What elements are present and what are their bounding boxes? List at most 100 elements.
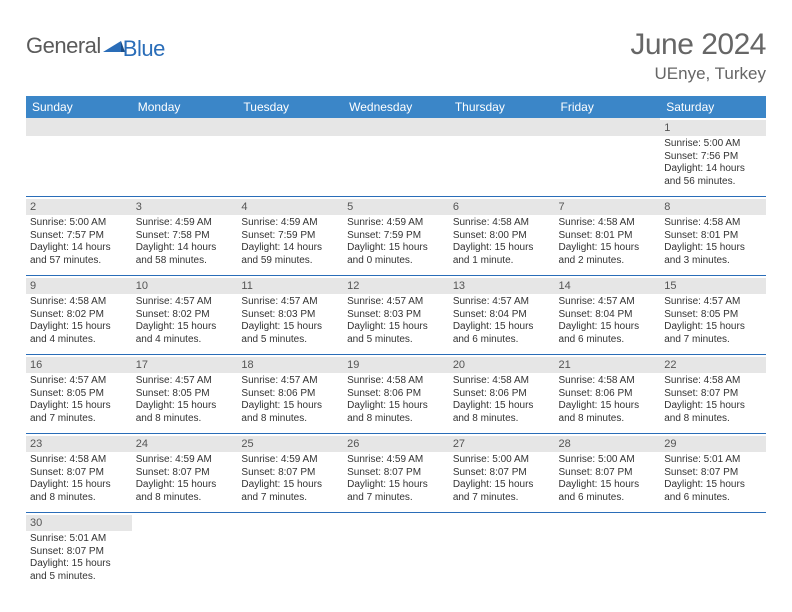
day-detail-line: Sunset: 8:05 PM	[664, 309, 762, 322]
day-header-row: Sunday Monday Tuesday Wednesday Thursday…	[26, 96, 766, 118]
day-detail-line: Sunrise: 5:00 AM	[664, 138, 762, 151]
day-cell: 10Sunrise: 4:57 AMSunset: 8:02 PMDayligh…	[132, 276, 238, 355]
day-detail-line: Sunset: 8:05 PM	[136, 388, 234, 401]
day-detail-line: Daylight: 15 hours	[664, 321, 762, 334]
date-number: 13	[449, 278, 555, 294]
day-cell-content: 20Sunrise: 4:58 AMSunset: 8:06 PMDayligh…	[449, 355, 555, 433]
day-cell-content: 12Sunrise: 4:57 AMSunset: 8:03 PMDayligh…	[343, 276, 449, 354]
day-detail-line: Sunrise: 4:58 AM	[559, 375, 657, 388]
day-cell: 14Sunrise: 4:57 AMSunset: 8:04 PMDayligh…	[555, 276, 661, 355]
day-detail-line: Daylight: 14 hours	[241, 242, 339, 255]
date-number: 20	[449, 357, 555, 373]
day-detail-line: Sunset: 8:05 PM	[30, 388, 128, 401]
day-detail-line: Sunrise: 4:57 AM	[347, 296, 445, 309]
day-detail-line: and 7 minutes.	[347, 492, 445, 505]
logo: General Blue	[26, 28, 165, 62]
date-number: 3	[132, 199, 238, 215]
day-detail-line: and 8 minutes.	[453, 413, 551, 426]
day-detail-line: and 5 minutes.	[241, 334, 339, 347]
day-detail-line: Sunset: 8:07 PM	[664, 467, 762, 480]
day-detail-line: Sunrise: 4:58 AM	[453, 375, 551, 388]
day-detail-line: Sunrise: 4:58 AM	[664, 217, 762, 230]
empty-cell	[343, 513, 449, 591]
date-number: 14	[555, 278, 661, 294]
day-detail-line: and 8 minutes.	[559, 413, 657, 426]
day-detail-line: Sunrise: 4:57 AM	[136, 296, 234, 309]
date-number: 16	[26, 357, 132, 373]
day-cell	[449, 118, 555, 197]
week-row: 9Sunrise: 4:58 AMSunset: 8:02 PMDaylight…	[26, 276, 766, 355]
month-title: June 2024	[630, 28, 766, 62]
day-cell: 29Sunrise: 5:01 AMSunset: 8:07 PMDayligh…	[660, 434, 766, 513]
day-detail-line: Sunrise: 4:58 AM	[347, 375, 445, 388]
day-detail-line: and 3 minutes.	[664, 255, 762, 268]
day-detail-line: Sunset: 8:04 PM	[559, 309, 657, 322]
date-number: 28	[555, 436, 661, 452]
day-cell: 27Sunrise: 5:00 AMSunset: 8:07 PMDayligh…	[449, 434, 555, 513]
day-detail-line: and 7 minutes.	[664, 334, 762, 347]
day-detail-line: Daylight: 15 hours	[347, 242, 445, 255]
date-number: 11	[237, 278, 343, 294]
date-number: 25	[237, 436, 343, 452]
day-detail-line: and 6 minutes.	[559, 334, 657, 347]
date-number: 17	[132, 357, 238, 373]
day-detail-line: Sunset: 8:06 PM	[241, 388, 339, 401]
day-cell: 22Sunrise: 4:58 AMSunset: 8:07 PMDayligh…	[660, 355, 766, 434]
day-cell-content: 5Sunrise: 4:59 AMSunset: 7:59 PMDaylight…	[343, 197, 449, 275]
day-detail-line: Sunset: 8:06 PM	[347, 388, 445, 401]
empty-cell	[555, 513, 661, 591]
date-number: 22	[660, 357, 766, 373]
day-detail-line: Sunrise: 4:58 AM	[453, 217, 551, 230]
day-detail-line: Daylight: 15 hours	[347, 400, 445, 413]
day-cell	[26, 118, 132, 197]
day-header: Tuesday	[237, 96, 343, 118]
day-detail-line: Daylight: 15 hours	[347, 321, 445, 334]
date-number: 15	[660, 278, 766, 294]
day-cell: 19Sunrise: 4:58 AMSunset: 8:06 PMDayligh…	[343, 355, 449, 434]
date-number: 24	[132, 436, 238, 452]
day-cell: 30Sunrise: 5:01 AMSunset: 8:07 PMDayligh…	[26, 513, 132, 592]
day-cell: 13Sunrise: 4:57 AMSunset: 8:04 PMDayligh…	[449, 276, 555, 355]
empty-cell	[555, 118, 661, 136]
day-detail-line: and 5 minutes.	[30, 571, 128, 584]
day-detail-line: and 4 minutes.	[136, 334, 234, 347]
day-cell-content: 13Sunrise: 4:57 AMSunset: 8:04 PMDayligh…	[449, 276, 555, 354]
day-detail-line: Sunset: 8:02 PM	[136, 309, 234, 322]
day-detail-line: Sunrise: 4:57 AM	[241, 296, 339, 309]
day-detail-line: and 8 minutes.	[347, 413, 445, 426]
day-detail-line: and 7 minutes.	[30, 413, 128, 426]
day-detail-line: and 57 minutes.	[30, 255, 128, 268]
day-detail-line: and 8 minutes.	[664, 413, 762, 426]
date-number: 30	[26, 515, 132, 531]
day-cell: 28Sunrise: 5:00 AMSunset: 8:07 PMDayligh…	[555, 434, 661, 513]
day-cell-content: 26Sunrise: 4:59 AMSunset: 8:07 PMDayligh…	[343, 434, 449, 512]
date-number: 18	[237, 357, 343, 373]
day-cell: 2Sunrise: 5:00 AMSunset: 7:57 PMDaylight…	[26, 197, 132, 276]
day-cell-content: 27Sunrise: 5:00 AMSunset: 8:07 PMDayligh…	[449, 434, 555, 512]
day-cell	[555, 118, 661, 197]
day-cell-content: 8Sunrise: 4:58 AMSunset: 8:01 PMDaylight…	[660, 197, 766, 275]
day-cell: 1Sunrise: 5:00 AMSunset: 7:56 PMDaylight…	[660, 118, 766, 197]
day-cell: 8Sunrise: 4:58 AMSunset: 8:01 PMDaylight…	[660, 197, 766, 276]
day-detail-line: Daylight: 15 hours	[241, 479, 339, 492]
day-cell-content: 17Sunrise: 4:57 AMSunset: 8:05 PMDayligh…	[132, 355, 238, 433]
day-header: Thursday	[449, 96, 555, 118]
day-cell: 20Sunrise: 4:58 AMSunset: 8:06 PMDayligh…	[449, 355, 555, 434]
day-detail-line: Daylight: 15 hours	[30, 479, 128, 492]
day-detail-line: Daylight: 15 hours	[241, 400, 339, 413]
day-detail-line: Sunrise: 4:59 AM	[136, 454, 234, 467]
day-detail-line: Daylight: 15 hours	[30, 321, 128, 334]
location: UEnye, Turkey	[630, 64, 766, 84]
day-header: Monday	[132, 96, 238, 118]
day-detail-line: Daylight: 15 hours	[559, 321, 657, 334]
day-detail-line: Sunrise: 4:59 AM	[347, 217, 445, 230]
day-detail-line: Daylight: 15 hours	[30, 558, 128, 571]
day-cell: 12Sunrise: 4:57 AMSunset: 8:03 PMDayligh…	[343, 276, 449, 355]
date-number: 21	[555, 357, 661, 373]
day-cell-content: 24Sunrise: 4:59 AMSunset: 8:07 PMDayligh…	[132, 434, 238, 512]
day-detail-line: Daylight: 15 hours	[664, 479, 762, 492]
day-detail-line: and 4 minutes.	[30, 334, 128, 347]
date-number: 2	[26, 199, 132, 215]
day-detail-line: Sunset: 8:02 PM	[30, 309, 128, 322]
day-detail-line: Daylight: 15 hours	[559, 400, 657, 413]
